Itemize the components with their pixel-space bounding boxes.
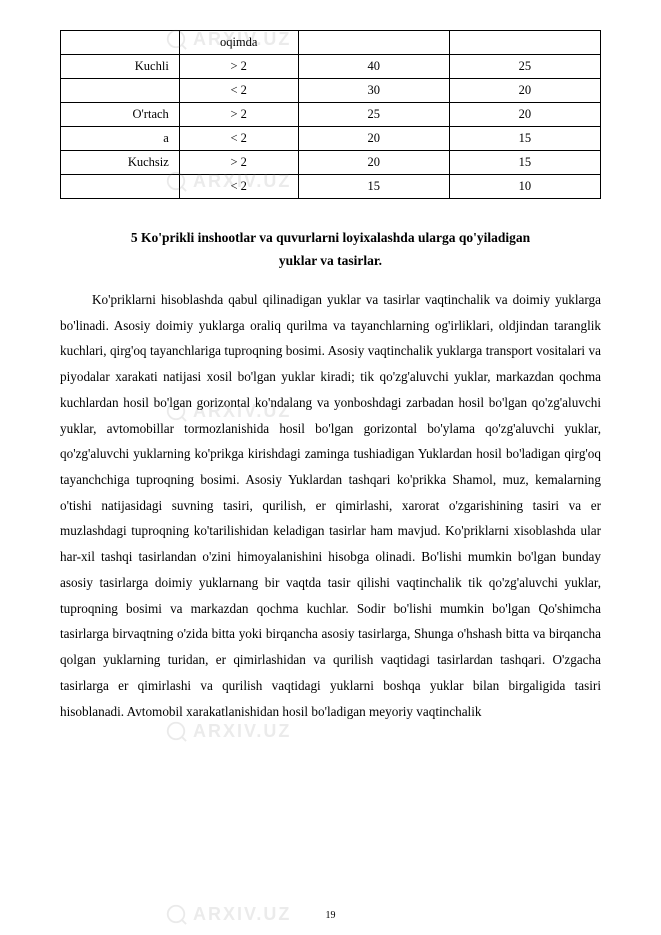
row-value-1: 20 (298, 127, 449, 151)
row-label: O'rtach (61, 103, 180, 127)
table-row: < 21510 (61, 175, 601, 199)
row-label: a (61, 127, 180, 151)
table-row: O'rtach> 22520 (61, 103, 601, 127)
table-row: a< 22015 (61, 127, 601, 151)
row-value-1 (298, 31, 449, 55)
row-condition: > 2 (179, 151, 298, 175)
row-value-1: 25 (298, 103, 449, 127)
row-value-1: 15 (298, 175, 449, 199)
row-value-2: 20 (449, 79, 600, 103)
body-paragraph: Ko'priklarni hisoblashda qabul qilinadig… (60, 287, 601, 724)
row-value-2: 15 (449, 151, 600, 175)
table-row: Kuchsiz> 22015 (61, 151, 601, 175)
section-heading: 5 Ko'prikli inshootlar va quvurlarni loy… (114, 227, 547, 273)
row-value-2 (449, 31, 600, 55)
row-label (61, 175, 180, 199)
row-value-1: 20 (298, 151, 449, 175)
table-row: Kuchli> 24025 (61, 55, 601, 79)
row-condition: < 2 (179, 175, 298, 199)
table-row: < 23020 (61, 79, 601, 103)
row-value-2: 25 (449, 55, 600, 79)
row-label (61, 79, 180, 103)
row-value-1: 40 (298, 55, 449, 79)
row-condition: oqimda (179, 31, 298, 55)
row-condition: > 2 (179, 103, 298, 127)
row-condition: < 2 (179, 127, 298, 151)
row-condition: < 2 (179, 79, 298, 103)
row-value-2: 15 (449, 127, 600, 151)
row-condition: > 2 (179, 55, 298, 79)
data-table: oqimdaKuchli> 24025< 23020O'rtach> 22520… (60, 30, 601, 199)
row-label: Kuchli (61, 55, 180, 79)
page-number: 19 (0, 910, 661, 921)
row-value-1: 30 (298, 79, 449, 103)
row-label: Kuchsiz (61, 151, 180, 175)
row-value-2: 20 (449, 103, 600, 127)
row-label (61, 31, 180, 55)
row-value-2: 10 (449, 175, 600, 199)
table-row: oqimda (61, 31, 601, 55)
